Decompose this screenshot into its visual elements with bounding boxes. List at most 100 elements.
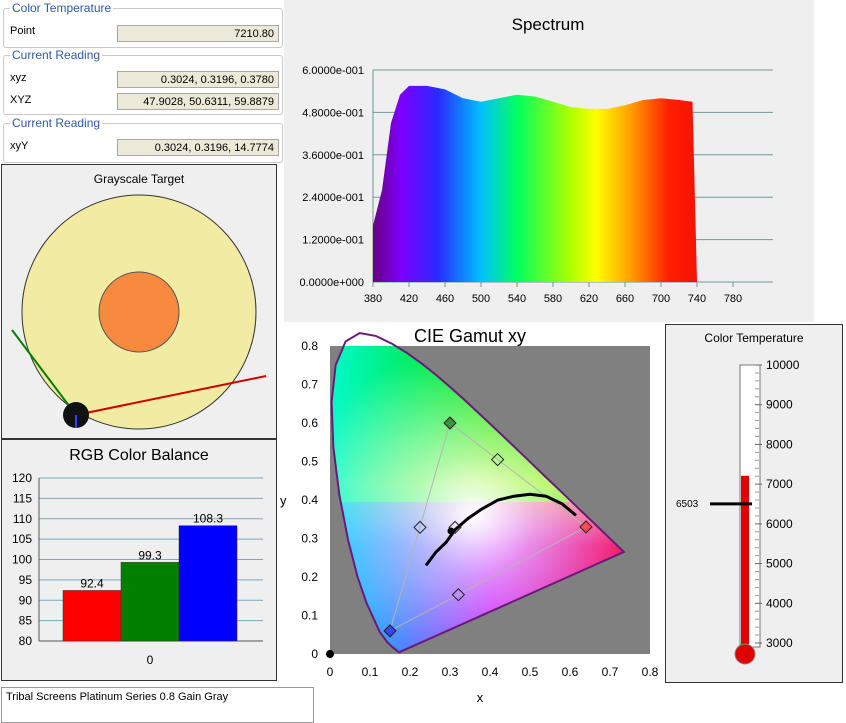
- rgb-y-tick: 100: [12, 553, 32, 567]
- cie-x-axis-label: x: [477, 690, 484, 705]
- target-point-marker: [579, 520, 593, 534]
- rgb-y-tick: 115: [13, 491, 32, 505]
- xyY-value-field[interactable]: 0.3024, 0.3196, 14.7774: [117, 139, 279, 156]
- target-6503-label: 6503: [676, 499, 699, 510]
- spectrum-chart: Spectrum 6.0000e-001 4.8000e-001 3.6000e-0…: [299, 15, 773, 305]
- cie-y-tick: 0.7: [301, 378, 318, 392]
- thermometer-tick-label: 3000: [766, 636, 793, 650]
- current-reading-group-2: Current Reading xyY 0.3024, 0.3196, 14.7…: [3, 116, 283, 163]
- rgb-y-tick: 95: [19, 573, 33, 587]
- rgb-bar-blue: [178, 525, 238, 642]
- origin-point: [326, 650, 334, 658]
- target-point-marker: [451, 588, 466, 602]
- grayscale-target-chart: Grayscale Target: [11, 172, 267, 430]
- rgb-y-tick: 85: [19, 614, 33, 628]
- target-point-marker: [448, 520, 462, 535]
- rgb-bar-value-red: 92.4: [80, 576, 104, 590]
- cie-x-tick: 0.4: [482, 665, 499, 679]
- cie-x-tick: 0.2: [402, 665, 419, 679]
- cie-x-tick: 0.7: [602, 665, 619, 679]
- cie-x-tick: 0: [327, 665, 334, 679]
- spectrum-x-tick: 780: [724, 293, 742, 305]
- cie-x-tick: 0.3: [442, 665, 459, 679]
- thermometer-fill: [741, 475, 749, 647]
- XYZ-value-field[interactable]: 47.9028, 50.6311, 59.8879: [117, 93, 279, 110]
- spectrum-x-tick: 660: [616, 293, 634, 305]
- cie-panel: CIE Gamut xy 0.8 0.7 0.6 0.5 0.4 0.3 0.2 0.1 0 0…: [280, 322, 663, 708]
- target-point-marker: [443, 416, 457, 430]
- cie-y-tick: 0.3: [301, 532, 318, 546]
- thermometer-tick-label: 7000: [766, 477, 793, 491]
- xyz-label: xyz: [10, 72, 27, 84]
- thermometer-tick-label: 6000: [766, 517, 793, 531]
- rgb-bar-value-blue: 108.3: [193, 512, 223, 526]
- spectrum-x-tick: 540: [508, 293, 526, 305]
- color-temperature-group-title: Color Temperature: [10, 1, 114, 15]
- rgb-y-tick: 120: [12, 471, 32, 485]
- target-point-marker: [413, 520, 427, 535]
- grayscale-target-title: Grayscale Target: [94, 172, 185, 186]
- target-gamut-triangle: [389, 422, 587, 632]
- point-label: Point: [10, 25, 36, 37]
- rgb-x-label: 0: [147, 653, 154, 667]
- XYZ-label: XYZ: [10, 94, 32, 106]
- cie-y-tick: 0.4: [301, 493, 318, 507]
- cie-y-tick: 0.6: [301, 416, 318, 430]
- grayscale-target-panel: Grayscale Target: [1, 164, 277, 439]
- status-text-box[interactable]: Tribal Screens Platinum Series 0.8 Gain …: [1, 687, 314, 723]
- rgb-balance-panel: RGB Color Balance 92.4 99.3 108.3 120 115 11…: [1, 439, 277, 681]
- spectrum-x-tick: 740: [688, 293, 706, 305]
- xyz-value-field[interactable]: 0.3024, 0.3196, 0.3780: [117, 71, 279, 88]
- rgb-bar-red: [62, 590, 122, 642]
- cie-y-tick: 0.1: [301, 609, 318, 623]
- color-temperature-group: Color Temperature Point 7210.80: [3, 1, 283, 48]
- thermometer-chart: Color Temperature 10000 9000 8000 7000 6000 5…: [676, 331, 804, 665]
- cie-y-tick: 0.2: [301, 570, 318, 584]
- thermometer-tick-label: 4000: [766, 596, 793, 610]
- spectrum-x-tick: 620: [580, 293, 598, 305]
- current-reading-group-1: Current Reading xyz 0.3024, 0.3196, 0.37…: [3, 48, 283, 115]
- current-reading-title-1: Current Reading: [10, 48, 103, 62]
- spectrum-y-tick: 1.2000e-001: [302, 235, 364, 247]
- point-value-field[interactable]: 7210.80: [117, 25, 279, 42]
- spectrum-title: Spectrum: [512, 15, 585, 34]
- thermometer-tick-label: 8000: [766, 437, 793, 451]
- spectrum-x-tick: 420: [400, 293, 418, 305]
- spectrum-x-tick: 500: [472, 293, 490, 305]
- green-deviation-line: [11, 329, 77, 416]
- spectral-locus: [330, 331, 626, 654]
- spectrum-y-tick: 6.0000e-001: [302, 65, 364, 77]
- spectrum-panel: Spectrum 6.0000e-001 4.8000e-001 3.6000e-0…: [284, 0, 814, 322]
- spectrum-y-tick: 4.8000e-001: [302, 107, 364, 119]
- thermometer-panel: Color Temperature 10000 9000 8000 7000 6000 5…: [665, 324, 843, 683]
- spectrum-y-tick: 2.4000e-001: [302, 192, 364, 204]
- rgb-balance-title: RGB Color Balance: [69, 447, 209, 464]
- rgb-bar-value-green: 99.3: [138, 548, 162, 562]
- rgb-balance-chart: RGB Color Balance 92.4 99.3 108.3 120 115 11…: [12, 447, 263, 667]
- thermometer-tick-label: 5000: [766, 557, 793, 571]
- spectrum-x-tick: 460: [436, 293, 454, 305]
- rgb-bar-green: [120, 562, 180, 642]
- rgb-y-tick: 80: [19, 634, 33, 648]
- spectrum-area: [373, 85, 697, 283]
- rgb-y-tick: 105: [12, 532, 32, 546]
- target-point-marker: [490, 452, 505, 467]
- cie-x-tick: 0.5: [522, 665, 539, 679]
- target-inner-circle: [98, 271, 180, 353]
- thermometer-bulb: [734, 643, 756, 665]
- spectrum-y-tick: 3.6000e-001: [302, 150, 364, 162]
- current-reading-title-2: Current Reading: [10, 116, 103, 130]
- target-point-marker: [383, 624, 397, 638]
- spectrum-y-tick: 0.0000e+000: [299, 277, 364, 289]
- red-deviation-line: [75, 375, 267, 416]
- cie-y-tick: 0.8: [301, 339, 318, 353]
- cie-title: CIE Gamut xy: [414, 326, 526, 346]
- spectrum-x-tick: 580: [544, 293, 562, 305]
- cie-x-tick: 0.8: [642, 665, 659, 679]
- xyY-label: xyY: [10, 140, 29, 152]
- cie-chart: CIE Gamut xy 0.8 0.7 0.6 0.5 0.4 0.3 0.2 0.1 0 0…: [280, 326, 659, 705]
- thermometer-tick-label: 10000: [766, 358, 800, 372]
- cie-x-tick: 0.6: [562, 665, 579, 679]
- thermometer-title: Color Temperature: [704, 331, 803, 345]
- spectrum-x-tick: 700: [652, 293, 670, 305]
